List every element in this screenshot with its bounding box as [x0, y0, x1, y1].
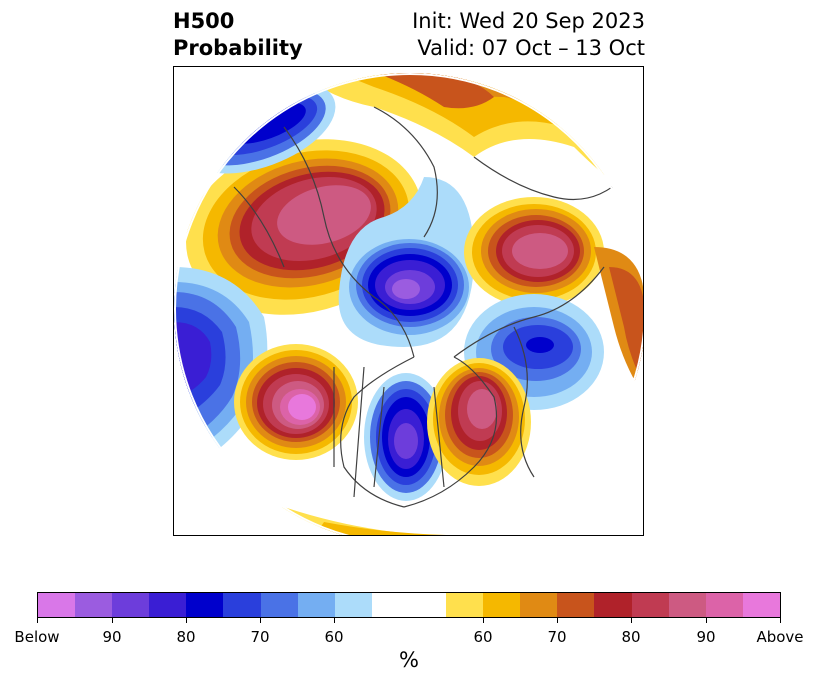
colorbar-label: 70 [547, 628, 567, 646]
colorbar-segment [668, 593, 706, 617]
colorbar-units: % [399, 648, 419, 672]
colorbar-label: 80 [176, 628, 196, 646]
colorbar-tick [260, 618, 261, 623]
colorbar-segment [149, 593, 187, 617]
colorbar-tick [557, 618, 558, 623]
colorbar-label: 60 [324, 628, 344, 646]
probability-map [173, 66, 644, 536]
colorbar-label: 60 [473, 628, 493, 646]
colorbar-label: 90 [102, 628, 122, 646]
colorbar-segment [297, 593, 335, 617]
colorbar-tick [186, 618, 187, 623]
colorbar-segment [594, 593, 632, 617]
title-line-h500: H500 [173, 9, 235, 33]
colorbar-segment [446, 593, 484, 617]
colorbar-label: 80 [621, 628, 641, 646]
east-na-above-region [427, 358, 531, 486]
map-title: H500 Probability [173, 8, 303, 62]
colorbar-tick [483, 618, 484, 623]
title-line-probability: Probability [173, 36, 303, 60]
colorbar-label: 70 [250, 628, 270, 646]
colorbar-tick [37, 618, 38, 623]
colorbar-tick [706, 618, 707, 623]
colorbar-segment [483, 593, 521, 617]
colorbar-label: 90 [696, 628, 716, 646]
colorbar-label: Above [756, 628, 804, 646]
colorbar-segment [334, 593, 372, 617]
polar-below-region [338, 177, 474, 347]
colorbar-segment [223, 593, 261, 617]
colorbar-segment [631, 593, 669, 617]
colorbar-tick [631, 618, 632, 623]
colorbar-segment [75, 593, 113, 617]
date-info: Init: Wed 20 Sep 2023 Valid: 07 Oct – 13… [412, 8, 645, 62]
colorbar-tick [334, 618, 335, 623]
central-na-below-region [364, 373, 448, 501]
colorbar-segment [371, 593, 447, 617]
colorbar-segment [260, 593, 298, 617]
colorbar-tick [780, 618, 781, 623]
colorbar-tick [112, 618, 113, 623]
colorbar-label: Below [14, 628, 60, 646]
polar-map-svg [174, 73, 643, 535]
init-date: Init: Wed 20 Sep 2023 [412, 9, 645, 33]
colorbar-segment [557, 593, 595, 617]
colorbar-segment [742, 593, 780, 617]
coastlines [233, 106, 625, 508]
west-na-above-region [234, 344, 358, 460]
valid-range: Valid: 07 Oct – 13 Oct [417, 36, 645, 60]
europe-above-region [464, 197, 604, 307]
colorbar-segment [705, 593, 743, 617]
colorbar [37, 592, 781, 618]
colorbar-segment [112, 593, 150, 617]
colorbar-segment [520, 593, 558, 617]
anomaly-field [174, 73, 643, 535]
colorbar-segment [38, 593, 76, 617]
colorbar-segment [186, 593, 224, 617]
